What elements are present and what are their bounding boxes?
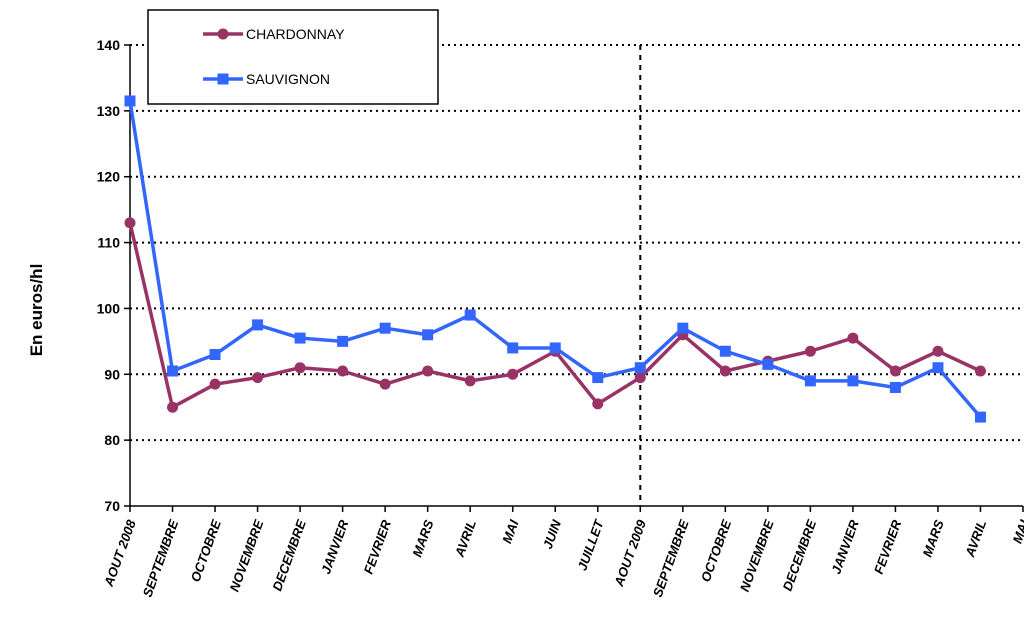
- data-point-chardonnay: [167, 401, 179, 413]
- x-tick-label: FEVRIER: [361, 517, 395, 576]
- legend-box: [147, 9, 439, 105]
- data-point-sauvignon: [974, 411, 986, 423]
- x-tick-label: AVRIL: [962, 518, 989, 560]
- data-point-sauvignon: [379, 322, 391, 334]
- data-point-chardonnay: [124, 217, 136, 229]
- data-point-chardonnay: [719, 365, 731, 377]
- data-point-chardonnay: [932, 345, 944, 357]
- y-tick-label: 110: [97, 235, 120, 251]
- data-point-sauvignon: [464, 309, 476, 321]
- data-point-sauvignon: [932, 362, 944, 374]
- data-point-sauvignon: [422, 329, 434, 341]
- data-point-sauvignon: [294, 332, 306, 344]
- x-tick-label: JUILLET: [574, 517, 606, 573]
- data-point-sauvignon: [804, 375, 816, 387]
- data-point-sauvignon: [762, 358, 774, 370]
- x-tick-label: NOVEMBRE: [227, 518, 267, 594]
- legend-marker-chardonnay: [217, 28, 229, 40]
- x-tick-label: SEPTEMBRE: [140, 518, 182, 599]
- y-tick-label: 120: [97, 169, 121, 185]
- data-point-chardonnay: [804, 345, 816, 357]
- data-point-chardonnay: [974, 365, 986, 377]
- x-tick-label: FEVRIER: [871, 517, 905, 576]
- data-point-chardonnay: [634, 372, 646, 384]
- data-point-chardonnay: [337, 365, 349, 377]
- data-point-chardonnay: [507, 368, 519, 380]
- x-tick-label: JANVIER: [828, 517, 862, 576]
- data-point-chardonnay: [464, 375, 476, 387]
- data-point-sauvignon: [549, 342, 561, 354]
- data-point-sauvignon: [209, 349, 221, 361]
- x-tick-label: MARS: [920, 518, 947, 559]
- x-tick-label: NOVEMBRE: [737, 518, 777, 594]
- legend-marker-sauvignon: [217, 73, 229, 85]
- x-tick-label: AOUT 2008: [101, 517, 139, 589]
- data-point-chardonnay: [294, 362, 306, 374]
- y-axis-label: En euros/hl: [27, 264, 46, 357]
- x-tick-label: AOUT 2009: [611, 517, 649, 589]
- data-point-sauvignon: [337, 335, 349, 347]
- x-tick-label: MAI: [1010, 518, 1024, 546]
- x-tick-label: AVRIL: [452, 518, 479, 560]
- data-point-chardonnay: [889, 365, 901, 377]
- x-tick-label: JANVIER: [318, 517, 352, 576]
- data-point-chardonnay: [209, 378, 221, 390]
- x-tick-label: DECEMBRE: [780, 518, 820, 593]
- data-point-sauvignon: [592, 372, 604, 384]
- x-tick-label: MARS: [409, 518, 436, 559]
- series-line-sauvignon: [128, 100, 982, 419]
- data-point-sauvignon: [847, 375, 859, 387]
- data-point-chardonnay: [847, 332, 859, 344]
- legend-label-sauvignon: SAUVIGNON: [246, 71, 330, 87]
- y-tick-label: 70: [104, 498, 120, 514]
- data-point-sauvignon: [719, 345, 731, 357]
- y-tick-label: 80: [104, 432, 120, 448]
- x-tick-label: OCTOBRE: [188, 518, 224, 584]
- y-tick-label: 100: [97, 300, 121, 316]
- x-tick-label: SEPTEMBRE: [650, 518, 692, 599]
- data-point-sauvignon: [889, 381, 901, 393]
- data-point-sauvignon: [167, 365, 179, 377]
- y-tick-label: 140: [97, 37, 121, 53]
- x-tick-label: OCTOBRE: [698, 518, 734, 584]
- legend-label-chardonnay: CHARDONNAY: [246, 26, 345, 42]
- data-point-chardonnay: [379, 378, 391, 390]
- y-tick-label: 90: [104, 366, 120, 382]
- data-point-sauvignon: [252, 319, 264, 331]
- x-tick-label: MAI: [499, 518, 521, 546]
- data-point-chardonnay: [422, 365, 434, 377]
- data-point-sauvignon: [507, 342, 519, 354]
- data-point-chardonnay: [252, 372, 264, 384]
- x-tick-label: JUIN: [540, 517, 564, 551]
- data-point-sauvignon: [124, 95, 136, 107]
- x-tick-label: DECEMBRE: [269, 518, 309, 593]
- data-point-sauvignon: [677, 322, 689, 334]
- data-point-sauvignon: [634, 362, 646, 374]
- data-point-chardonnay: [592, 398, 604, 410]
- y-tick-label: 130: [97, 103, 121, 119]
